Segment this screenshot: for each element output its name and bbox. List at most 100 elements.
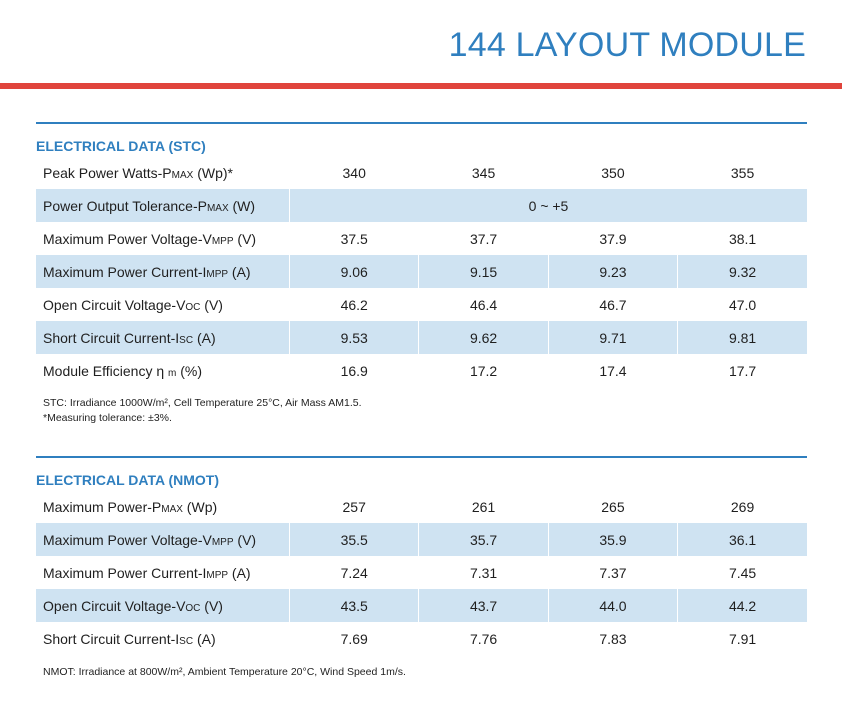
value-cell: 46.7: [547, 288, 678, 321]
page-title: 144 LAYOUT MODULE: [448, 26, 806, 64]
table-row: Maximum Power Current-IMPP (A) 7.24 7.31 7.…: [36, 556, 807, 589]
nmot-note: NMOT: Irradiance at 800W/m², Ambient Tem…: [43, 666, 406, 678]
label-subscript: MAX: [171, 169, 194, 181]
label-subscript: MPP: [211, 235, 234, 247]
label-subscript: MPP: [211, 536, 234, 548]
value-cell: 46.2: [288, 288, 419, 321]
parameter-label: Maximum Power-PMAX (Wp): [36, 490, 290, 523]
parameter-label: Open Circuit Voltage-VOC (V): [36, 589, 290, 622]
table-row: Short Circuit Current-ISC (A) 7.69 7.76 7.8…: [36, 622, 807, 655]
parameter-label: Short Circuit Current-ISC (A): [36, 321, 290, 354]
label-unit: (A): [193, 329, 216, 346]
table-row: Peak Power Watts-PMAX (Wp)* 340 345 350 355: [36, 156, 807, 189]
value-cell: 35.5: [288, 523, 419, 556]
label-text: Power Output Tolerance-P: [43, 197, 207, 214]
value-cell: 37.9: [547, 222, 678, 255]
label-text: Short Circuit Current-I: [43, 630, 180, 647]
label-subscript: OC: [185, 602, 201, 614]
stc-table: Peak Power Watts-PMAX (Wp)* 340 345 350 355 P…: [36, 156, 807, 387]
value-cell: 43.5: [288, 589, 419, 622]
parameter-label: Peak Power Watts-PMAX (Wp)*: [36, 156, 290, 189]
label-text: Short Circuit Current-I: [43, 329, 180, 346]
label-text: Peak Power Watts-P: [43, 164, 172, 181]
value-cell: 0 ~ +5: [289, 189, 807, 222]
table-row: Power Output Tolerance-PMAX (W) 0 ~ +5: [36, 189, 807, 222]
value-cell: 43.7: [418, 589, 549, 622]
label-unit: (Wp): [182, 498, 218, 515]
value-cell: 350: [547, 156, 678, 189]
value-cell: 269: [677, 490, 807, 523]
value-cell: 257: [288, 490, 419, 523]
stc-note: STC: Irradiance 1000W/m², Cell Temperatu…: [43, 397, 362, 409]
value-cell: 17.4: [547, 354, 678, 387]
value-cell: 7.37: [547, 556, 678, 589]
parameter-label: Short Circuit Current-ISC (A): [36, 622, 290, 655]
label-text: Maximum Power Voltage-V: [43, 531, 212, 548]
value-cell: 9.71: [547, 321, 678, 354]
label-text: Maximum Power Voltage-V: [43, 230, 212, 247]
value-cell: 37.7: [418, 222, 549, 255]
nmot-section: ELECTRICAL DATA (NMOT) Maximum Power-PMA…: [36, 456, 807, 680]
label-subscript: SC: [179, 334, 194, 346]
value-cell: 9.53: [288, 321, 419, 354]
stc-section: ELECTRICAL DATA (STC) Peak Power Watts-P…: [36, 122, 807, 426]
value-cell: 47.0: [677, 288, 807, 321]
value-cell: 9.06: [288, 255, 419, 288]
label-unit: (V): [200, 597, 223, 614]
label-unit: (A): [228, 263, 251, 280]
label-subscript: m: [168, 367, 177, 379]
label-unit: (A): [228, 564, 251, 581]
value-cell: 9.15: [418, 255, 549, 288]
table-row: Maximum Power Voltage-VMPP (V) 35.5 35.7 35…: [36, 523, 807, 556]
value-cell: 35.9: [547, 523, 678, 556]
value-cell: 44.2: [677, 589, 807, 622]
value-cell: 17.7: [677, 354, 807, 387]
parameter-label: Module Efficiency η m (%): [36, 354, 290, 387]
label-text: Maximum Power Current-I: [43, 564, 207, 581]
table-row: Module Efficiency η m (%) 16.9 17.2 17.4 17.…: [36, 354, 807, 387]
value-cell: 345: [418, 156, 549, 189]
value-cell: 9.81: [677, 321, 807, 354]
table-row: Maximum Power Voltage-VMPP (V) 37.5 37.7 37…: [36, 222, 807, 255]
nmot-section-title: ELECTRICAL DATA (NMOT): [36, 456, 807, 490]
label-subscript: MPP: [206, 569, 229, 581]
parameter-label: Maximum Power Voltage-VMPP (V): [36, 222, 290, 255]
value-cell: 7.45: [677, 556, 807, 589]
label-unit: (V): [233, 531, 257, 548]
table-row: Maximum Power-PMAX (Wp) 257 261 265 269: [36, 490, 807, 523]
value-cell: 36.1: [677, 523, 807, 556]
table-row: Short Circuit Current-ISC (A) 9.53 9.62 9.7…: [36, 321, 807, 354]
header-divider: [0, 83, 842, 89]
table-row: Open Circuit Voltage-VOC (V) 43.5 43.7 44.0…: [36, 589, 807, 622]
parameter-label: Maximum Power Current-IMPP (A): [36, 255, 290, 288]
value-cell: 16.9: [288, 354, 419, 387]
parameter-label: Open Circuit Voltage-VOC (V): [36, 288, 290, 321]
value-cell: 7.69: [288, 622, 419, 655]
label-unit: (V): [200, 296, 223, 313]
value-cell: 7.76: [418, 622, 549, 655]
label-subscript: MAX: [161, 503, 183, 515]
value-cell: 46.4: [418, 288, 549, 321]
value-cell: 9.62: [418, 321, 549, 354]
value-cell: 7.83: [547, 622, 678, 655]
value-cell: 355: [677, 156, 807, 189]
label-unit: (A): [193, 630, 216, 647]
value-cell: 7.31: [418, 556, 549, 589]
value-cell: 9.23: [547, 255, 678, 288]
label-subscript: MPP: [206, 268, 229, 280]
label-text: Maximum Power-P: [43, 498, 162, 515]
label-subscript: SC: [179, 635, 194, 647]
table-row: Open Circuit Voltage-VOC (V) 46.2 46.4 46.7…: [36, 288, 807, 321]
value-cell: 37.5: [288, 222, 419, 255]
label-unit: (Wp)*: [193, 164, 233, 181]
stc-section-title: ELECTRICAL DATA (STC): [36, 122, 807, 156]
value-cell: 7.24: [288, 556, 419, 589]
value-cell: 17.2: [418, 354, 549, 387]
stc-note: *Measuring tolerance: ±3%.: [43, 412, 172, 424]
label-text: Open Circuit Voltage-V: [43, 296, 186, 313]
value-cell: 9.32: [677, 255, 807, 288]
label-text: Open Circuit Voltage-V: [43, 597, 186, 614]
value-cell: 7.91: [677, 622, 807, 655]
label-unit: (%): [176, 362, 203, 379]
value-cell: 340: [288, 156, 419, 189]
